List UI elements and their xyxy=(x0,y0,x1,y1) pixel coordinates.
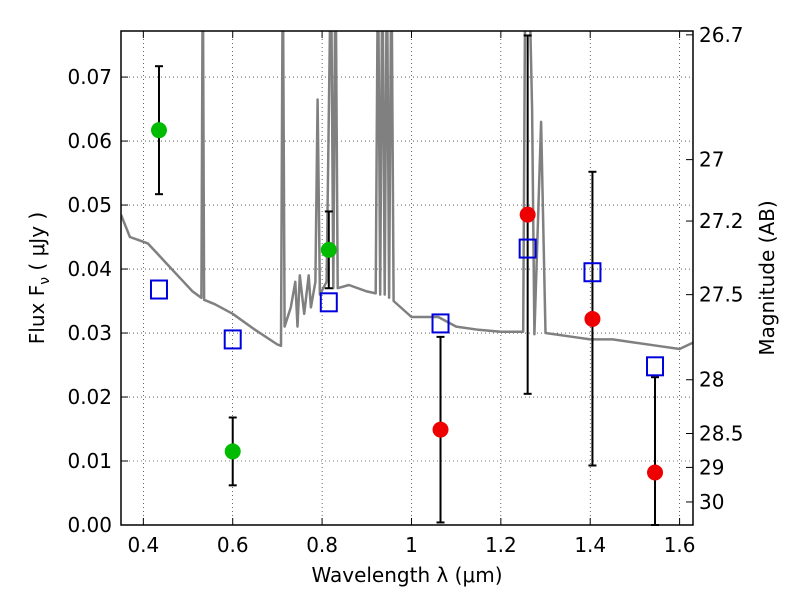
model-photometry-point xyxy=(223,329,242,350)
x-tick-label: 1.2 xyxy=(485,533,517,557)
gridlines xyxy=(121,31,693,526)
y-tick-label: 0.03 xyxy=(67,321,112,345)
y-tick-label: 0.04 xyxy=(67,257,112,281)
y-axis-left: 0.00 0.01 0.02 0.03 0.04 0.05 0.06 0.07 xyxy=(67,65,128,537)
data-point xyxy=(224,443,241,460)
data-point xyxy=(647,464,664,481)
y-axis-label: Flux Fν ( μJy ) xyxy=(25,212,53,344)
model-spectrum xyxy=(121,31,693,351)
model-photometry-point xyxy=(319,292,338,313)
x-tick-label: 1 xyxy=(405,533,418,557)
model-photometry-point xyxy=(583,262,602,283)
data-point xyxy=(150,122,167,139)
x-axis: 0.4 0.6 0.8 1 1.2 1.4 1.6 xyxy=(127,31,696,557)
plot-frame xyxy=(120,30,694,526)
right-tick-label: 26.7 xyxy=(699,23,744,47)
right-tick-label: 30 xyxy=(699,490,724,514)
x-tick-label: 0.8 xyxy=(306,533,338,557)
right-tick-label: 28.5 xyxy=(699,421,744,445)
y-tick-label: 0.02 xyxy=(67,385,112,409)
y-tick-label: 0.01 xyxy=(67,449,112,473)
right-tick-label: 27.2 xyxy=(699,209,744,233)
data-point xyxy=(519,206,536,223)
data-point xyxy=(432,421,449,438)
y-axis-right-label: Magnitude (AB) xyxy=(755,200,779,355)
y-tick-label: 0.06 xyxy=(67,129,112,153)
right-tick-label: 27 xyxy=(699,148,724,172)
right-tick-label: 27.5 xyxy=(699,283,744,307)
y-tick-label: 0.00 xyxy=(67,513,112,537)
right-tick-label: 29 xyxy=(699,455,724,479)
model-photometry-point xyxy=(431,313,450,334)
x-axis-label: Wavelength λ (μm) xyxy=(311,563,502,587)
data-markers xyxy=(149,122,665,481)
x-tick-label: 1.6 xyxy=(664,533,696,557)
x-tick-label: 0.4 xyxy=(127,533,159,557)
model-photometry-point xyxy=(149,279,168,300)
x-tick-label: 0.6 xyxy=(217,533,249,557)
data-point xyxy=(320,241,337,258)
model-photometry-point xyxy=(518,238,537,259)
model-photometry-point xyxy=(646,356,665,377)
right-tick-label: 28 xyxy=(699,368,724,392)
x-tick-label: 1.4 xyxy=(574,533,606,557)
y-tick-label: 0.07 xyxy=(67,65,112,89)
y-axis-right: 26.7 27 27.2 27.5 28 28.5 29 30 xyxy=(686,23,744,514)
spectrum-line xyxy=(121,31,693,351)
data-point xyxy=(584,310,601,327)
y-tick-label: 0.05 xyxy=(67,193,112,217)
